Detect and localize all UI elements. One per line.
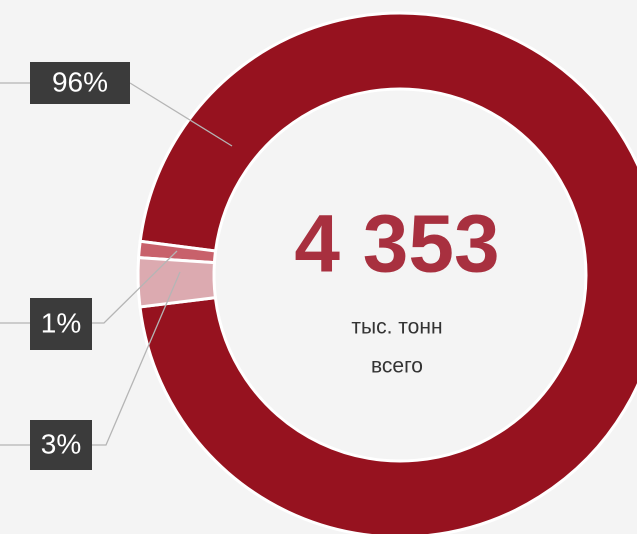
donut-slice — [138, 11, 637, 534]
value-label: 1% — [41, 307, 81, 338]
donut-slice — [136, 256, 218, 309]
center-label: тыс. тонн — [351, 316, 442, 339]
leader-line — [92, 271, 181, 446]
value-label: 3% — [41, 428, 81, 459]
center-label: всего — [371, 355, 423, 378]
leader-lines — [0, 82, 233, 446]
leader-line — [92, 250, 178, 324]
label-box — [30, 420, 92, 470]
leader-line — [129, 82, 233, 147]
label-box — [30, 62, 130, 104]
center-value: 4 353 — [294, 199, 499, 290]
slices — [136, 11, 637, 534]
value-label: 96% — [52, 66, 108, 97]
label-box — [30, 298, 92, 350]
